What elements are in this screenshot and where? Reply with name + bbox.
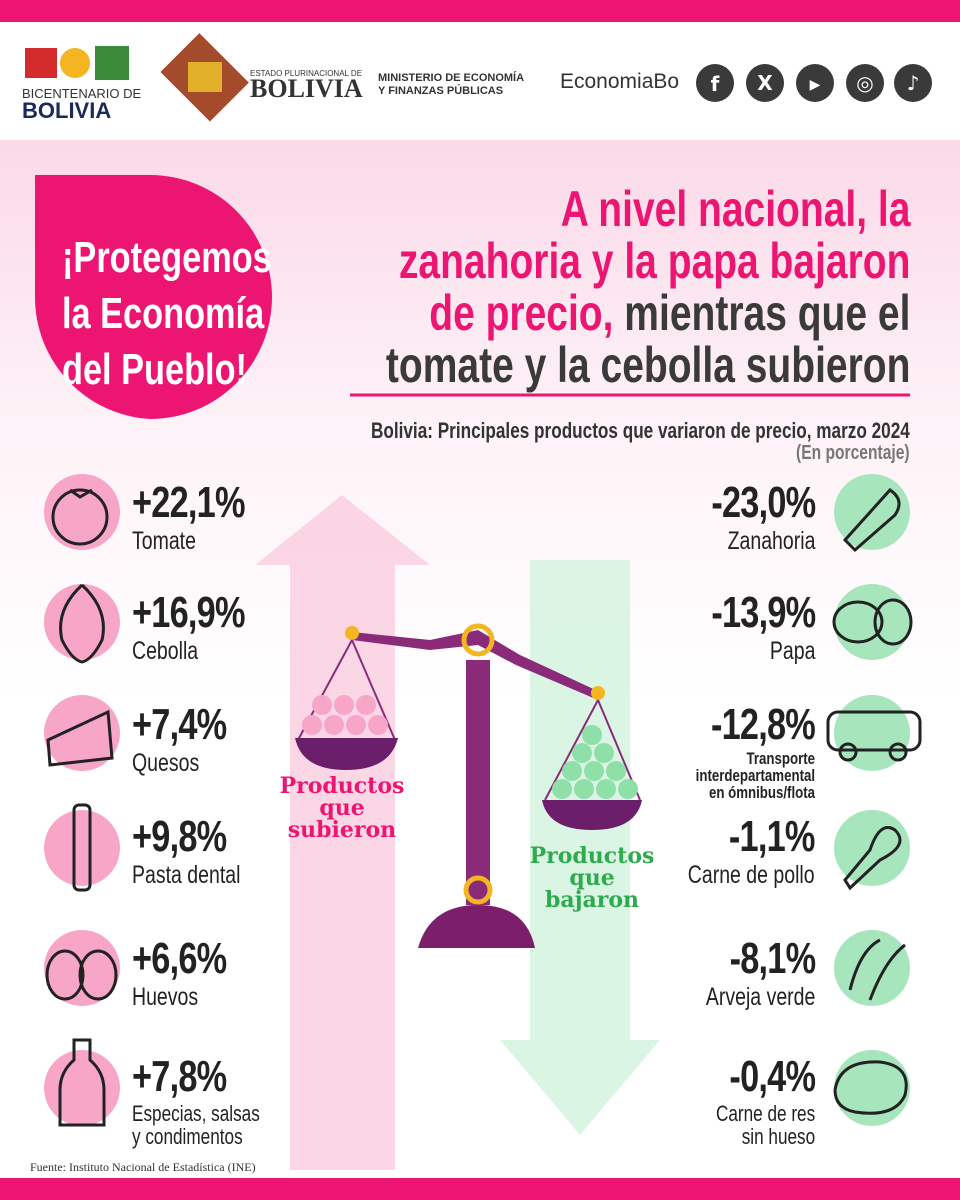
scale-label-line: que <box>319 795 365 821</box>
item: +6,6% Huevos <box>132 934 227 1011</box>
svg-text:◎: ◎ <box>856 71 873 95</box>
ministry-line: MINISTERIO DE ECONOMÍA <box>378 72 525 84</box>
item-label: Carne de res <box>715 1101 815 1126</box>
item-value: -13,9% <box>710 588 816 637</box>
item-label: interdepartamental <box>695 766 815 785</box>
logo-text: BOLIVIA <box>22 98 112 123</box>
scale-label-line: Productos <box>279 773 405 799</box>
badge-text: ¡Protegemos la Economía del Pueblo! <box>62 230 272 398</box>
logo-text: ESTADO PLURINACIONAL DE <box>250 69 363 78</box>
headline-highlight: zanahoria y la papa bajaron <box>398 233 910 289</box>
item-value: +9,8% <box>132 812 227 861</box>
item-value: -23,0% <box>710 478 816 527</box>
item-value: -1,1% <box>729 812 816 861</box>
item-label: Carne de pollo <box>688 861 815 889</box>
item-label: Zanahoria <box>727 527 815 555</box>
item: +7,8% Especias, salsas y condimentos <box>132 1052 260 1148</box>
item: +16,9% Cebolla <box>132 588 245 664</box>
item-value: +7,4% <box>132 700 227 749</box>
item-label: Especias, salsas <box>132 1101 260 1126</box>
scale-label: Productos que subieron <box>262 775 422 841</box>
logo-text: BOLIVIA <box>250 74 363 103</box>
headline-text: mientras que el <box>613 285 910 341</box>
headline-line: tomate y la cebolla subieron <box>385 337 910 393</box>
scale-label-line: que <box>569 865 615 891</box>
badge-line: ¡Protegemos <box>62 233 272 282</box>
source: Fuente: Instituto Nacional de Estadístic… <box>30 1160 256 1174</box>
svg-text:X: X <box>757 71 773 95</box>
item-label: Cebolla <box>132 637 199 665</box>
item-value: +6,6% <box>132 934 227 983</box>
svg-text:♪: ♪ <box>907 71 920 95</box>
headline-highlight: de precio, <box>428 285 614 341</box>
item: -23,0% Zanahoria <box>710 478 816 555</box>
item-label: Huevos <box>132 983 199 1011</box>
item-label: Quesos <box>132 749 200 777</box>
item-label: Pasta dental <box>132 861 241 889</box>
logo-text: BICENTENARIO DE <box>22 86 142 101</box>
scale-label-line: Productos <box>529 843 655 869</box>
svg-text:▶: ▶ <box>810 77 821 93</box>
item-value: -0,4% <box>729 1052 816 1101</box>
headline: A nivel nacional, la zanahoria y la papa … <box>238 183 910 391</box>
item-value: -12,8% <box>710 700 816 749</box>
subtitle: Bolivia: Principales productos que varia… <box>371 418 910 443</box>
item-label: Papa <box>769 637 815 665</box>
ministry: MINISTERIO DE ECONOMÍA Y FINANZAS PÚBLICA… <box>378 72 524 98</box>
item: +7,4% Quesos <box>132 700 227 777</box>
ministry-line: Y FINANZAS PÚBLICAS <box>378 85 504 97</box>
item: -0,4% Carne de res sin hueso <box>715 1052 816 1149</box>
item-value: +22,1% <box>132 478 245 527</box>
item-label: en ómnibus/flota <box>708 783 815 802</box>
item-value: -8,1% <box>729 934 816 983</box>
item: -1,1% Carne de pollo <box>688 812 816 889</box>
badge-line: del Pueblo! <box>62 345 247 394</box>
item: +9,8% Pasta dental <box>132 812 240 888</box>
item-label: y condimentos <box>132 1124 243 1149</box>
item-value: +7,8% <box>132 1052 227 1101</box>
item-value: +16,9% <box>132 588 245 637</box>
scale-label-line: subieron <box>287 817 397 843</box>
item: -13,9% Papa <box>710 588 816 665</box>
scale-label: Productos que bajaron <box>512 845 672 911</box>
item: -8,1% Arveja verde <box>705 934 816 1011</box>
handle: EconomiaBo <box>560 70 680 93</box>
item-label: Transporte <box>746 749 815 768</box>
badge-line: la Economía <box>62 289 265 338</box>
headline-line: de precio, mientras que el <box>386 287 910 339</box>
headline-line: A nivel nacional, la <box>386 183 910 235</box>
item-label: Tomate <box>132 527 196 555</box>
item-label: Arveja verde <box>705 983 815 1011</box>
headline-highlight: A nivel nacional, la <box>560 181 910 237</box>
svg-text:f: f <box>711 72 720 96</box>
item: +22,1% Tomate <box>132 478 245 554</box>
item-label: sin hueso <box>741 1124 815 1149</box>
unit: (En porcentaje) <box>796 442 910 464</box>
scale-label-line: bajaron <box>544 887 640 913</box>
headline-line: zanahoria y la papa bajaron <box>386 235 910 287</box>
item: -12,8% Transporte interdepartamental en ómn… <box>695 700 816 802</box>
